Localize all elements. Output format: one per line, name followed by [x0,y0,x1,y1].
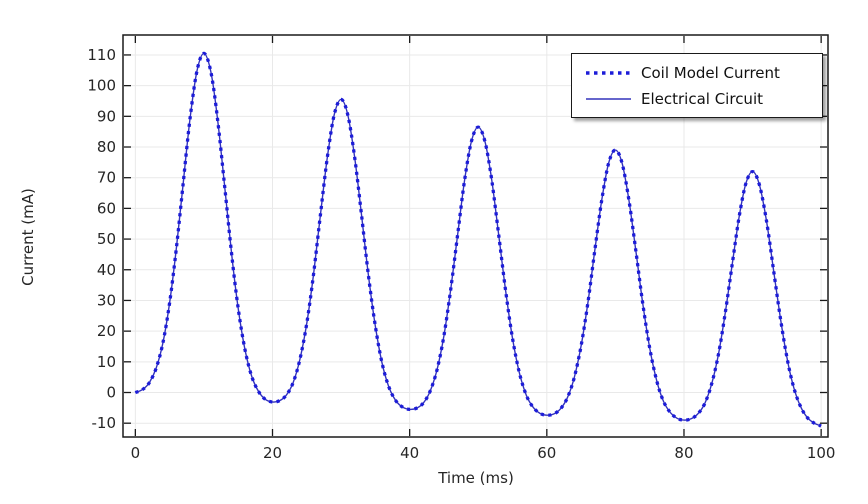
x-tick-label: 20 [263,444,282,462]
y-tick-label: 30 [97,291,116,309]
legend-label: Electrical Circuit [641,89,763,108]
legend-item-electrical-circuit: Electrical Circuit [585,86,822,111]
legend-item-coil-model-current: Coil Model Current [585,60,822,85]
x-tick-label: 40 [400,444,419,462]
y-tick-label: 60 [97,199,116,217]
solid-line-sample-icon [586,97,631,100]
x-tick-label: 100 [807,444,836,462]
x-tick-label: 0 [131,444,141,462]
y-tick-label: 10 [97,353,116,371]
y-tick-label: -10 [92,414,117,432]
y-tick-label: 100 [87,77,116,95]
legend: Coil Model Current Electrical Circuit [571,53,823,118]
y-tick-label: 110 [87,46,116,64]
y-tick-label: 20 [97,322,116,340]
x-axis-title: Time (ms) [438,469,514,487]
legend-label: Coil Model Current [641,63,780,82]
y-tick-label: 90 [97,107,116,125]
y-tick-label: 50 [97,230,116,248]
y-tick-label: 80 [97,138,116,156]
dotted-line-sample-icon [586,70,631,75]
y-tick-label: 40 [97,261,116,279]
y-tick-label: 0 [106,384,116,402]
y-tick-label: 70 [97,169,116,187]
x-tick-label: 80 [674,444,693,462]
plot-border [122,34,829,438]
x-tick-label: 60 [537,444,556,462]
y-axis-title: Current (mA) [19,188,37,286]
series-coil-model-current [134,51,822,428]
